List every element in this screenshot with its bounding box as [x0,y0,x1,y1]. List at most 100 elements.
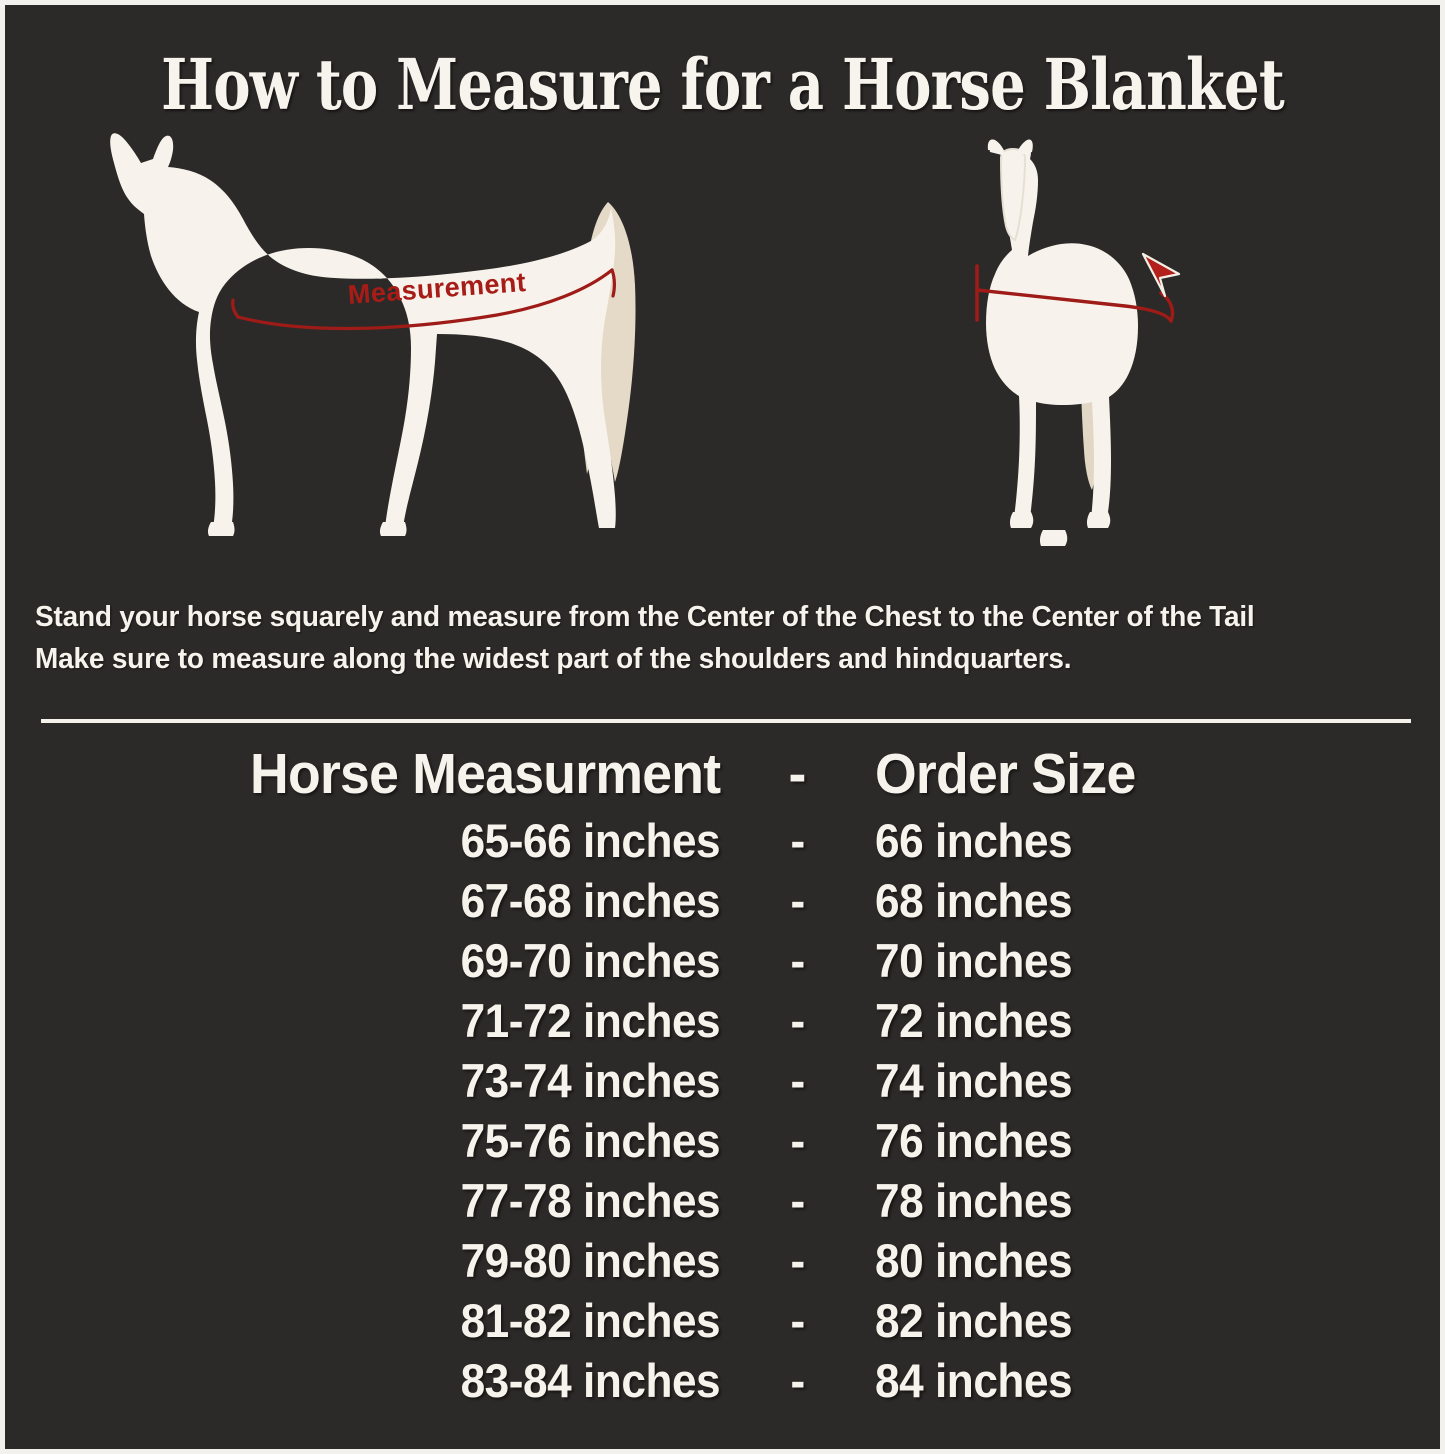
table-row: 65-66 inches - 66 inches [5,813,1440,873]
table-row: 71-72 inches - 72 inches [5,993,1440,1053]
horse-front-view [935,138,1225,568]
size-value: 72 inches [875,994,1073,1047]
row-dash: - [790,1174,805,1227]
horse-front-hoof-2 [1086,512,1111,528]
table-cell-dash: - [720,1353,875,1408]
table-cell-size: 72 inches [875,993,1440,1048]
table-cell-measurement: 75-76 inches [5,1113,720,1168]
horse-front-body-shape [986,139,1138,518]
table-header-cell-size: Order Size [875,741,1440,807]
measurement-line [236,268,614,331]
size-value: 66 inches [875,814,1073,867]
table-header-dash: - [788,742,807,806]
table-header-cell-dash: - [720,741,875,807]
table-cell-measurement: 65-66 inches [5,813,720,868]
table-cell-size: 70 inches [875,933,1440,988]
table-cell-measurement: 83-84 inches [5,1353,720,1408]
row-dash: - [790,1114,805,1167]
table-cell-measurement: 73-74 inches [5,1053,720,1108]
table-cell-measurement: 71-72 inches [5,993,720,1048]
instructions-text: Stand your horse squarely and measure fr… [35,597,1378,681]
measurement-value: 81-82 inches [460,1294,720,1347]
measurement-value: 69-70 inches [460,934,720,987]
size-value: 76 inches [875,1114,1073,1167]
measurement-value: 79-80 inches [460,1234,720,1287]
row-dash: - [790,814,805,867]
table-header-row: Horse Measurment - Order Size [5,741,1440,813]
size-value: 74 inches [875,1054,1073,1107]
horse-hoof-rear [379,522,407,536]
size-value: 82 inches [875,1294,1073,1347]
horse-front-ear-right [1016,139,1033,156]
table-cell-dash: - [720,1053,875,1108]
table-cell-size: 74 inches [875,1053,1440,1108]
size-value: 70 inches [875,934,1073,987]
table-cell-dash: - [720,1113,875,1168]
table-cell-size: 76 inches [875,1113,1440,1168]
measurement-value: 71-72 inches [460,994,720,1047]
instructions-line-2: Make sure to measure along the widest pa… [35,642,1072,675]
horse-front-head-shape [999,147,1027,242]
measurement-value: 77-78 inches [460,1174,720,1227]
horse-front-hoof-3 [1039,530,1068,546]
table-header-cell-measurement: Horse Measurment [5,741,721,807]
row-dash: - [790,1294,805,1347]
measurement-value: 73-74 inches [460,1054,720,1107]
measurement-line-chest-end [231,298,240,319]
table-cell-dash: - [720,873,875,928]
table-cell-size: 78 inches [875,1173,1440,1228]
row-dash: - [790,934,805,987]
horse-front-ear-left [989,139,1006,156]
measurement-value: 67-68 inches [460,874,720,927]
table-cell-size: 80 inches [875,1233,1440,1288]
table-row: 81-82 inches - 82 inches [5,1293,1440,1353]
instructions-line-1: Stand your horse squarely and measure fr… [35,601,1255,633]
size-value: 68 inches [875,874,1073,927]
measurement-arrow-line [975,288,1173,323]
table-row: 75-76 inches - 76 inches [5,1113,1440,1173]
table-row: 73-74 inches - 74 inches [5,1053,1440,1113]
table-cell-dash: - [720,933,875,988]
row-dash: - [790,874,805,927]
table-cell-measurement: 67-68 inches [5,873,720,928]
table-cell-dash: - [720,993,875,1048]
table-cell-size: 82 inches [875,1293,1440,1348]
row-dash: - [790,994,805,1047]
size-value: 84 inches [875,1354,1073,1407]
horse-hoof-front [207,522,235,536]
table-body: 65-66 inches - 66 inches 67-68 inches - … [5,813,1440,1413]
table-row: 83-84 inches - 84 inches [5,1353,1440,1413]
size-value: 78 inches [875,1174,1073,1227]
table-row: 77-78 inches - 78 inches [5,1173,1440,1233]
section-divider [41,719,1411,723]
table-cell-size: 68 inches [875,873,1440,928]
table-cell-measurement: 79-80 inches [5,1233,720,1288]
measurement-value: 83-84 inches [460,1354,720,1407]
measurement-value: 65-66 inches [460,814,720,867]
table-header-measurement-label: Horse Measurment [249,742,721,806]
table-row: 79-80 inches - 80 inches [5,1233,1440,1293]
table-cell-size: 84 inches [875,1353,1440,1408]
table-cell-measurement: 81-82 inches [5,1293,720,1348]
page-title: How to Measure for a Horse Blanket [161,43,1285,126]
size-value: 80 inches [875,1234,1073,1287]
measurement-line-tail-tick [610,268,616,298]
illustration-area: Measurement [5,130,1440,590]
horse-side-view [67,130,687,570]
table-cell-dash: - [720,1173,875,1228]
horse-body-shape [110,133,616,528]
table-row: 67-68 inches - 68 inches [5,873,1440,933]
row-dash: - [790,1234,805,1287]
measurement-arrowhead [1141,252,1181,298]
table-row: 69-70 inches - 70 inches [5,933,1440,993]
row-dash: - [790,1354,805,1407]
row-dash: - [790,1054,805,1107]
horse-front-hoof-1 [1009,512,1034,528]
table-cell-dash: - [720,1293,875,1348]
size-chart-table: Horse Measurment - Order Size 65-66 inch… [5,741,1440,1413]
table-cell-dash: - [720,1233,875,1288]
measurement-value: 75-76 inches [460,1114,720,1167]
table-cell-measurement: 69-70 inches [5,933,720,988]
table-cell-dash: - [720,813,875,868]
